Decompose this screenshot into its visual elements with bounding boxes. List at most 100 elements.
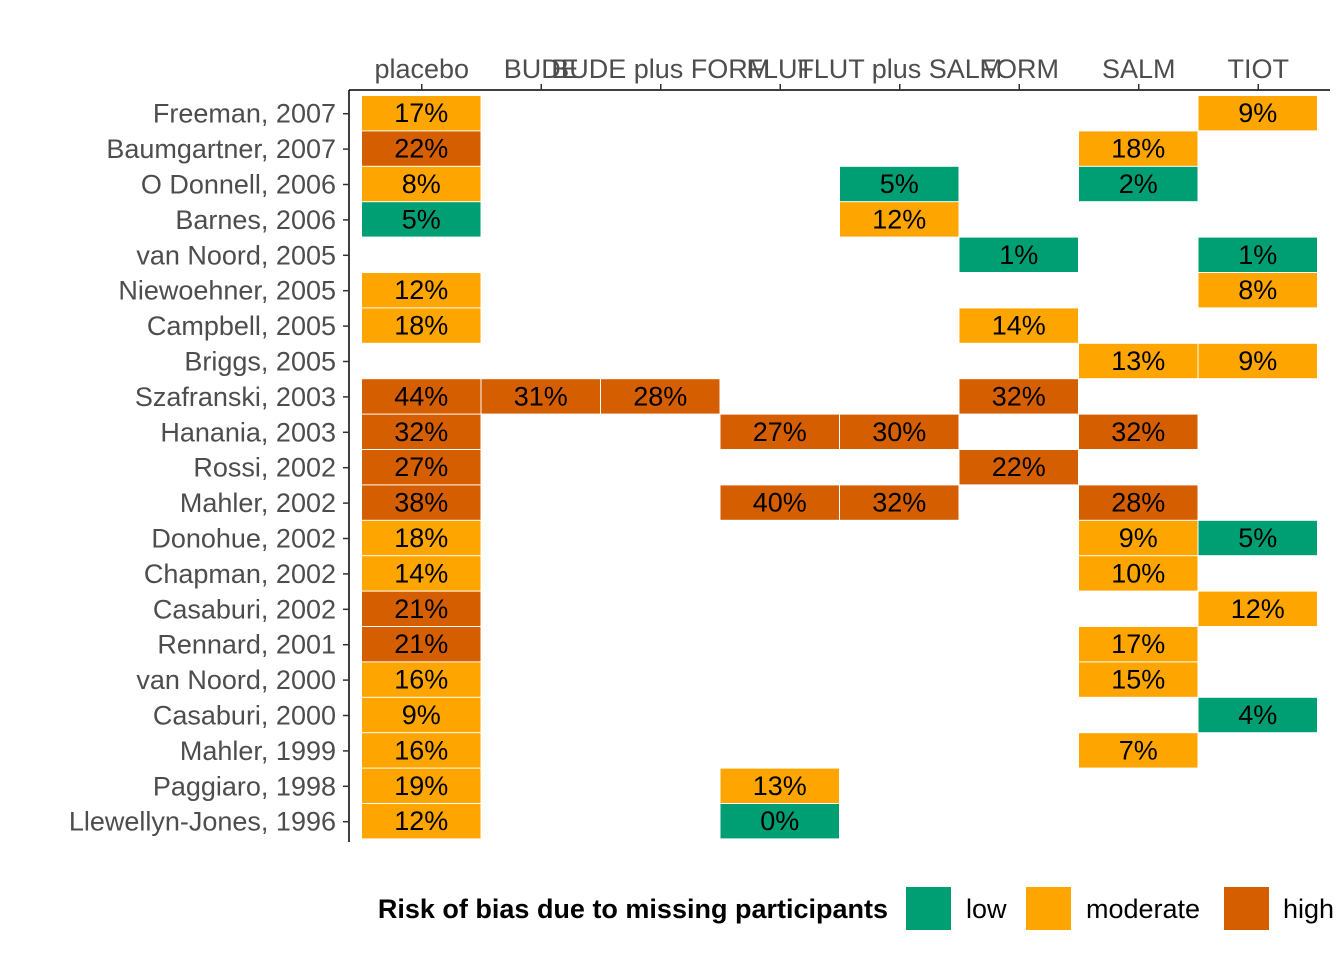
cell-value-label: 12% (394, 806, 448, 836)
heatmap-cell (362, 273, 481, 308)
cell-value-label: 38% (394, 488, 448, 518)
row-label-niewoehner-2005: Niewoehner, 2005 (118, 276, 336, 306)
heatmap-cell (840, 166, 959, 202)
cell-value-label: 12% (394, 275, 448, 305)
cell-value-label: 21% (394, 629, 448, 659)
heatmap-cell (1198, 591, 1317, 626)
heatmap-cell (362, 131, 481, 166)
heatmap-cell (362, 662, 481, 697)
heatmap-cell (362, 768, 481, 803)
heatmap-cell (1079, 166, 1198, 202)
heatmap-cell (1198, 96, 1317, 131)
cell-value-label: 27% (394, 452, 448, 482)
legend-label-high: high (1283, 894, 1334, 924)
heatmap-cell (362, 96, 481, 131)
cell-value-label: 16% (394, 735, 448, 765)
cell-value-label: 9% (1119, 523, 1158, 553)
heatmap-cell (840, 485, 959, 520)
heatmap-cell (1198, 237, 1317, 272)
row-label-casaburi-2002: Casaburi, 2002 (153, 594, 336, 624)
heatmap-cell (362, 556, 481, 591)
heatmap-cell (1198, 697, 1317, 733)
legend: Risk of bias due to missing participants… (378, 887, 1334, 930)
heatmap-cell (1079, 627, 1198, 662)
row-label-van-noord-2000: van Noord, 2000 (136, 665, 336, 695)
cell-value-label: 9% (1238, 346, 1277, 376)
column-label-flut: FLUT (747, 54, 815, 84)
column-label-flut-plus-salm: FLUT plus SALM (797, 54, 1002, 84)
cell-value-label: 31% (514, 381, 568, 411)
cell-value-label: 7% (1119, 735, 1158, 765)
heatmap-cells: 17% 9% 22% 18% 8% 5% 2% 5% 12% 1% 1% 12% 8% 18% 14% 13%… (362, 96, 1317, 839)
heatmap-cell (959, 379, 1078, 414)
row-label-hanania-2003: Hanania, 2003 (160, 417, 336, 447)
heatmap-cell (720, 804, 839, 839)
cell-value-label: 5% (402, 204, 441, 234)
heatmap-cell (840, 202, 959, 237)
column-label-placebo: placebo (374, 54, 469, 84)
cell-value-label: 28% (633, 381, 687, 411)
cell-value-label: 0% (760, 806, 799, 836)
heatmap-cell (720, 485, 839, 520)
heatmap-cell (1079, 662, 1198, 697)
cell-value-label: 18% (1111, 134, 1165, 164)
cell-value-label: 5% (1238, 523, 1277, 553)
row-label-mahler-1999: Mahler, 1999 (180, 736, 336, 766)
cell-value-label: 18% (394, 311, 448, 341)
heatmap-cell (959, 450, 1078, 485)
cell-value-label: 17% (394, 98, 448, 128)
row-label-barnes-2006: Barnes, 2006 (175, 205, 336, 235)
heatmap-cell (362, 591, 481, 626)
heatmap-cell (362, 804, 481, 839)
heatmap-cell (959, 308, 1078, 343)
cell-value-label: 21% (394, 594, 448, 624)
heatmap-cell (362, 379, 481, 414)
cell-value-label: 40% (753, 488, 807, 518)
cell-value-label: 1% (999, 240, 1038, 270)
cell-value-label: 16% (394, 665, 448, 695)
column-label-salm: SALM (1102, 54, 1176, 84)
heatmap-cell (959, 237, 1078, 272)
cell-value-label: 32% (1111, 417, 1165, 447)
heatmap-cell (362, 697, 481, 733)
cell-value-label: 13% (1111, 346, 1165, 376)
legend-title: Risk of bias due to missing participants (378, 894, 888, 924)
heatmap-cell (481, 379, 600, 414)
legend-key-moderate (1026, 887, 1071, 930)
legend-key-high (1224, 887, 1269, 930)
heatmap-cell (362, 627, 481, 662)
cell-value-label: 2% (1119, 169, 1158, 199)
legend-label-moderate: moderate (1086, 894, 1200, 924)
cell-value-label: 22% (992, 452, 1046, 482)
row-label-casaburi-2000: Casaburi, 2000 (153, 701, 336, 731)
cell-value-label: 14% (992, 311, 1046, 341)
cell-value-label: 1% (1238, 240, 1277, 270)
row-label-baumgartner-2007: Baumgartner, 2007 (106, 134, 336, 164)
row-label-rossi-2002: Rossi, 2002 (193, 453, 336, 483)
cell-value-label: 9% (402, 700, 441, 730)
cell-value-label: 32% (992, 381, 1046, 411)
legend-key-low (906, 887, 951, 930)
cell-value-label: 4% (1238, 700, 1277, 730)
heatmap-cell (362, 202, 481, 237)
heatmap-cell (362, 520, 481, 556)
heatmap-cell (362, 485, 481, 520)
heatmap-cell (1079, 414, 1198, 449)
cell-value-label: 44% (394, 381, 448, 411)
heatmap-cell (1079, 485, 1198, 520)
row-label-o-donnell-2006: O Donnell, 2006 (141, 170, 336, 200)
cell-value-label: 27% (753, 417, 807, 447)
heatmap-cell (1198, 343, 1317, 379)
legend-items: low moderate high (906, 887, 1334, 930)
cell-value-label: 28% (1111, 488, 1165, 518)
column-label-form: FORM (980, 54, 1059, 84)
heatmap-cell (1198, 273, 1317, 308)
cell-value-label: 8% (402, 169, 441, 199)
cell-value-label: 12% (1231, 594, 1285, 624)
heatmap-cell (1079, 520, 1198, 556)
heatmap-cell (1079, 556, 1198, 591)
heatmap-cell (362, 308, 481, 343)
cell-value-label: 14% (394, 558, 448, 588)
